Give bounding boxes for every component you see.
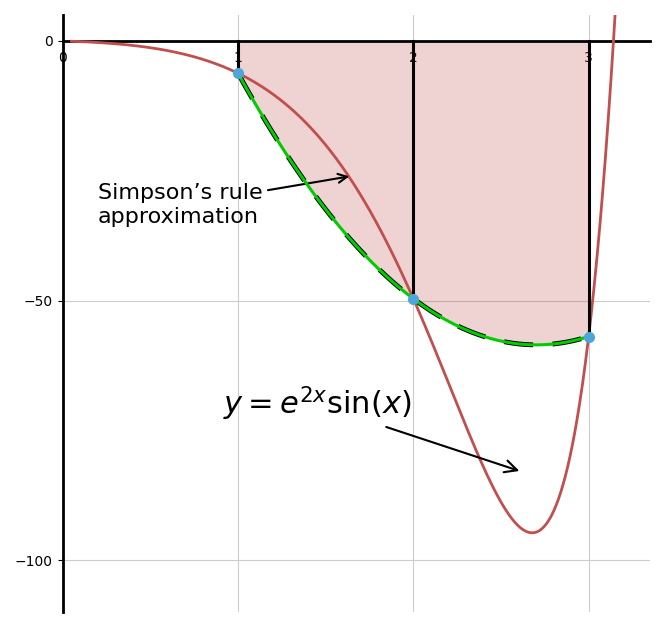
Text: $y = e^{2x}\sin(x)$: $y = e^{2x}\sin(x)$ xyxy=(223,385,517,472)
Text: Simpson’s rule
approximation: Simpson’s rule approximation xyxy=(98,174,347,226)
